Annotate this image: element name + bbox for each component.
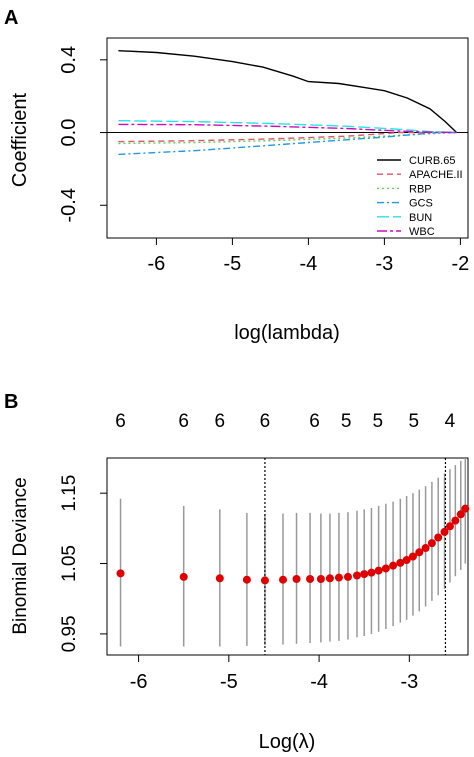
panel-b-y-axis-label: Binomial Deviance — [10, 477, 31, 634]
y-tick-label-2: 0.4 — [58, 46, 80, 74]
top-count-label-6: 5 — [372, 411, 383, 432]
point-24 — [434, 533, 443, 542]
point-9 — [325, 574, 334, 583]
point-20 — [408, 552, 417, 561]
point-7 — [306, 575, 315, 584]
point-1 — [179, 572, 188, 581]
point-29 — [461, 504, 470, 513]
point-2 — [215, 574, 224, 583]
panel-a-legend: CURB.65 APACHE.II RBP GCS BUN WBC — [377, 155, 463, 238]
panel-b-y-axis: 0.95 1.05 1.15 — [59, 475, 107, 652]
top-count-label-2: 6 — [215, 411, 226, 432]
panel-a-y-axis-label: Coefficient — [9, 92, 31, 187]
legend-label-0: CURB.65 — [409, 155, 455, 167]
top-count-label-0: 6 — [115, 411, 126, 432]
x-tick-label-1: -5 — [220, 671, 238, 693]
point-26 — [445, 522, 454, 531]
x-tick-label-0: -6 — [130, 671, 148, 693]
legend-label-1: APACHE.II — [409, 169, 463, 181]
point-19 — [402, 556, 411, 565]
top-count-label-8: 4 — [445, 411, 456, 432]
point-3 — [242, 575, 251, 584]
point-18 — [396, 558, 405, 567]
top-count-label-1: 6 — [178, 411, 189, 432]
y-tick-label-0: 0.95 — [59, 615, 80, 652]
point-21 — [415, 548, 424, 557]
x-tick-label-3: -3 — [400, 671, 418, 693]
y-tick-label-2: 1.15 — [59, 475, 80, 512]
point-6 — [292, 575, 301, 584]
panel-a-coefficient-paths: A -6 -5 -4 -3 -2 -0.4 0.0 0.4 log(lambda) Coef… — [4, 7, 469, 344]
legend-label-2: RBP — [409, 183, 432, 195]
x-tick-label-1: -5 — [224, 253, 242, 275]
point-14 — [367, 568, 376, 577]
y-tick-label-1: 1.05 — [59, 545, 80, 582]
panel-a-label: A — [4, 7, 18, 29]
point-22 — [421, 544, 430, 553]
panel-b-points — [116, 504, 470, 585]
panel-b-lambda-lines — [264, 458, 447, 655]
series-line-1 — [118, 131, 457, 143]
point-12 — [352, 571, 361, 580]
x-tick-label-3: -3 — [376, 253, 394, 275]
point-23 — [427, 539, 436, 548]
top-count-label-3: 6 — [260, 411, 271, 432]
x-tick-label-2: -4 — [300, 253, 318, 275]
panel-a-series-lines — [118, 50, 458, 156]
series-line-0 — [118, 50, 458, 134]
x-tick-label-0: -6 — [148, 253, 166, 275]
y-tick-label-1: 0.0 — [58, 119, 80, 147]
legend-label-3: GCS — [409, 198, 433, 210]
top-count-label-5: 5 — [341, 411, 352, 432]
point-25 — [440, 527, 449, 536]
series-line-5 — [118, 123, 457, 134]
point-27 — [451, 516, 460, 525]
top-count-label-4: 6 — [309, 411, 320, 432]
panel-a-x-axis-label: log(lambda) — [234, 322, 340, 344]
point-28 — [456, 510, 465, 519]
point-4 — [260, 576, 269, 585]
legend-label-5: WBC — [409, 226, 435, 238]
point-0 — [116, 569, 125, 578]
legend-label-4: BUN — [409, 212, 432, 224]
series-line-3 — [118, 131, 457, 156]
panel-a-x-axis: -6 -5 -4 -3 -2 — [148, 237, 470, 275]
point-16 — [381, 564, 390, 573]
panel-b-label: B — [4, 391, 18, 413]
series-line-2 — [118, 131, 457, 145]
point-10 — [334, 573, 343, 582]
point-5 — [278, 575, 287, 584]
point-15 — [374, 566, 383, 575]
point-17 — [389, 561, 398, 570]
point-8 — [316, 575, 325, 584]
panel-a-y-axis: -0.4 0.0 0.4 — [58, 46, 107, 223]
y-tick-label-0: -0.4 — [58, 188, 80, 222]
x-tick-label-2: -4 — [310, 671, 328, 693]
top-count-label-7: 5 — [409, 411, 420, 432]
point-13 — [360, 570, 369, 579]
panel-b-x-axis-label: Log(λ) — [259, 731, 316, 753]
panel-b-error-bars — [119, 458, 467, 647]
panel-b-x-axis: -6 -5 -4 -3 — [130, 654, 418, 693]
point-11 — [343, 572, 352, 581]
x-tick-label-4: -2 — [452, 253, 470, 275]
